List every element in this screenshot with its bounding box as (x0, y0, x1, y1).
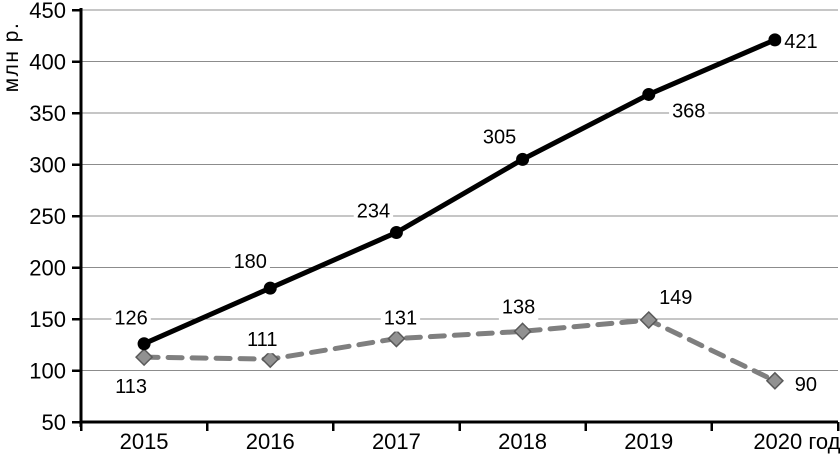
y-tick-label: 300 (29, 153, 66, 178)
diamond-marker (639, 310, 658, 330)
diamond-marker (261, 350, 280, 369)
data-label-background (781, 28, 821, 55)
circle-marker (263, 281, 277, 295)
data-label: 138 (502, 296, 535, 318)
x-tick-label: 2016 (246, 429, 295, 454)
y-tick-label: 150 (29, 307, 66, 332)
y-tick-label: 100 (29, 359, 66, 384)
circle-marker (516, 152, 530, 166)
data-label-background (112, 374, 151, 401)
data-label-background (479, 124, 520, 151)
data-label: 126 (114, 308, 147, 330)
y-axis-title: млн р. (0, 22, 23, 93)
circle-marker (768, 33, 782, 47)
data-label-background (244, 327, 281, 354)
series-dashed-gray-line (141, 317, 778, 384)
diamond-marker (765, 371, 784, 390)
diamond-marker (387, 329, 406, 348)
series-solid-black-line (141, 37, 778, 347)
data-label: 131 (384, 308, 417, 330)
circle-marker (137, 337, 151, 351)
x-tick-label: 2018 (498, 429, 547, 454)
circle-marker (642, 87, 656, 101)
data-label: 421 (784, 31, 817, 53)
data-label-background (656, 285, 696, 312)
x-tick-label: 2019 (624, 429, 673, 454)
x-tick-label: 2020 год (753, 429, 840, 454)
data-label: 90 (795, 374, 817, 396)
data-label-background (669, 98, 709, 125)
y-tick-label: 200 (29, 256, 66, 281)
x-tick-label: 2015 (120, 429, 169, 454)
diamond-marker (135, 348, 154, 367)
data-label-background (111, 305, 151, 332)
y-tick-label: 50 (42, 410, 66, 435)
data-label-background (791, 371, 821, 398)
data-label: 113 (115, 376, 147, 398)
data-label-background (230, 249, 270, 276)
x-tick-label: 2017 (372, 429, 421, 454)
y-tick-label: 450 (29, 0, 66, 23)
data-label: 368 (672, 100, 705, 122)
data-label: 180 (234, 251, 267, 273)
y-tick-label: 400 (29, 50, 66, 75)
data-label: 149 (659, 287, 692, 309)
data-label-background (498, 294, 539, 321)
y-tick-label: 350 (29, 101, 66, 126)
data-label: 111 (247, 329, 277, 351)
data-label-background (380, 305, 421, 332)
circle-marker (389, 225, 403, 239)
diamond-marker (513, 322, 532, 341)
data-label: 305 (483, 126, 516, 148)
data-label: 234 (357, 200, 390, 222)
data-label-background (353, 198, 394, 225)
y-tick-label: 250 (29, 204, 66, 229)
